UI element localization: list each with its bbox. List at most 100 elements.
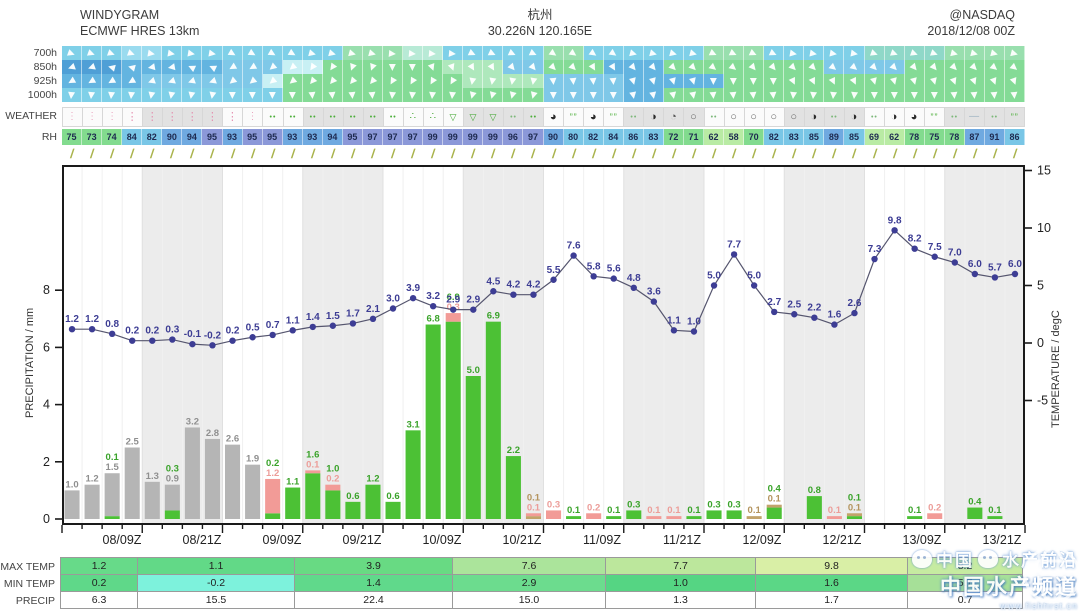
wind-barb-icon: / — [290, 146, 296, 161]
wind-arrow-icon: ▶ — [668, 46, 679, 59]
wind-arrow-icon: ▶ — [86, 61, 97, 74]
wind-cell: ▶ — [423, 88, 444, 102]
wind-arrow-icon: ▶ — [567, 46, 580, 59]
wind-arrow-icon: ▶ — [788, 75, 801, 87]
wind-cell: ▶ — [423, 60, 444, 74]
wind-cell: ▶ — [302, 46, 323, 60]
wind-cell: ▶ — [543, 88, 564, 102]
wind-arrow-icon: ▶ — [1009, 46, 1020, 59]
wind-cell: ▶ — [82, 88, 103, 102]
rh-cell: 94 — [322, 129, 343, 145]
table-cell: 1.4 — [295, 574, 453, 592]
temperature-point — [429, 303, 437, 310]
wind-cell: ▶ — [282, 88, 303, 102]
table-row: PRECIP 6.3 15.5 22.4 15.0 1.3 1.7 0.7 — [0, 591, 1023, 609]
wind-cell: ▶ — [202, 60, 223, 74]
wind-cell: ▶ — [744, 60, 765, 74]
rh-cell: 93 — [302, 129, 323, 145]
precip-bar-label: 2.5 — [126, 437, 140, 448]
precip-bar-segment — [184, 427, 200, 519]
wind-arrow-icon: ▶ — [246, 46, 258, 59]
wind-arrow-icon: ▶ — [186, 61, 197, 74]
precip-bar-label: 0.1 — [687, 505, 701, 516]
wind-level-strip: ▶ ▶ ▶ ▶ ▶ ▶ ▶ ▶ ▶ ▶ ▶ ▶ ▶ ▶ ▶ ▶ ▶ ▶ ▶ ▶ ▶ ▶ ▶ ▶ ▶ ▶ ▶ ▶ ▶ ▶ ▶ ▶ ▶ ▶ ▶ ▶ ▶ ▶ ▶ ▶… — [62, 46, 1025, 60]
wind-arrow-icon: ▶ — [246, 61, 258, 74]
wind-arrow-icon: ▶ — [949, 46, 960, 59]
wind-cell: ▶ — [884, 74, 905, 88]
wind-cell: ▶ — [964, 88, 985, 102]
wind-cell: ▶ — [583, 46, 604, 60]
wind-cell: ▶ — [403, 74, 424, 88]
wind-cell: ▶ — [222, 46, 243, 60]
wind-cell: ▶ — [724, 74, 745, 88]
wind-barb-icon: / — [972, 146, 978, 161]
temperature-label: 5.0 — [707, 271, 721, 282]
wind-arrow-icon: ▶ — [346, 62, 359, 73]
wind-cell: ▶ — [262, 60, 283, 74]
wind-cell: ▶ — [342, 46, 363, 60]
temperature-label: 4.8 — [627, 273, 641, 284]
wind-cell: ▶ — [924, 74, 945, 88]
temperature-point — [409, 294, 417, 302]
rain-icon: ∴ — [423, 107, 444, 127]
precip-bar-label: 0.2 — [326, 474, 339, 485]
rh-cell: 99 — [483, 129, 504, 145]
wind-cell: ▶ — [142, 88, 163, 102]
temperature-point — [129, 337, 136, 344]
rh-cell: 82 — [583, 129, 604, 145]
wind-level-label: 850h — [33, 61, 57, 73]
wind-cell: ▶ — [864, 46, 885, 60]
temperature-point — [169, 336, 176, 343]
x-tick-label: 12/09Z — [742, 533, 782, 547]
table-row-label: MIN TEMP — [3, 577, 55, 590]
precip-bar-segment — [164, 484, 180, 511]
table-cell: 1.6 — [756, 574, 908, 592]
wind-arrow-icon: ▶ — [868, 60, 881, 73]
showers-icon: ▽ — [483, 107, 505, 127]
wind-cell: ▶ — [222, 88, 243, 102]
rh-cell: 96 — [503, 129, 524, 145]
wind-arrow-icon: ▶ — [86, 46, 97, 59]
wind-cell: ▶ — [142, 60, 163, 74]
wind-arrow-icon: ▶ — [266, 61, 279, 74]
rh-cell: 93 — [222, 129, 243, 145]
precip-bar-label: 0.1 — [567, 505, 581, 516]
rh-cell: 95 — [262, 129, 283, 145]
precip-bar-label: 0.9 — [166, 474, 179, 485]
precip-bar-label: 0.4 — [768, 484, 782, 495]
wind-cell: ▶ — [403, 60, 424, 74]
precip-bar-segment — [626, 510, 642, 519]
temperature-label: -0.1 — [184, 329, 202, 340]
precip-bar-segment — [967, 507, 983, 519]
precip-bar-segment — [104, 516, 120, 519]
temperature-point — [971, 270, 979, 278]
wind-arrow-icon: ▶ — [869, 46, 880, 59]
wind-cell: ▶ — [242, 88, 263, 102]
precip-bar-label: 5.0 — [467, 365, 480, 376]
wind-arrow-icon: ▶ — [287, 91, 298, 99]
x-tick-label: 13/21Z — [982, 533, 1022, 547]
wind-barb-icon: / — [350, 146, 356, 161]
wind-cell: ▶ — [944, 60, 965, 74]
temperature-label: 2.9 — [446, 295, 460, 306]
wind-arrow-icon: ▶ — [367, 62, 379, 73]
wind-arrow-icon: ▶ — [86, 75, 98, 88]
table-cell: 1.7 — [756, 591, 908, 609]
wind-barb-icon: / — [550, 146, 557, 161]
wind-arrow-icon: ▶ — [788, 91, 800, 99]
temperature-point — [68, 326, 76, 333]
wind-cell: ▶ — [543, 74, 564, 88]
wind-cell: ▶ — [463, 60, 484, 74]
wind-arrow-icon: ▶ — [628, 76, 640, 86]
station-name: 杭州 — [527, 8, 553, 22]
wind-cell: ▶ — [102, 88, 123, 102]
right-tick-label: 15 — [1037, 164, 1051, 178]
wind-arrow-icon: ▶ — [648, 90, 660, 100]
temperature-label: 1.2 — [85, 314, 99, 325]
wind-arrow-icon: ▶ — [427, 91, 439, 99]
precip-bar-segment — [405, 430, 421, 519]
precip-bar-label: 0.1 — [667, 505, 681, 516]
wind-arrow-icon: ▶ — [367, 46, 378, 59]
wind-barb-icon: / — [932, 146, 938, 161]
wind-cell: ▶ — [543, 60, 564, 74]
